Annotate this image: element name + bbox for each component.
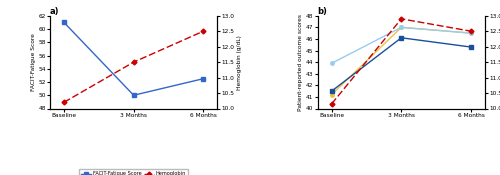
FACIT-Fatigue Score [200,78,206,80]
FACIT-Fatigue Score [61,21,67,23]
Line: Global Health Mental Score: Global Health Mental Score [330,26,473,65]
Hemoglobin [130,61,136,63]
Physical Function Score [328,90,334,92]
Line: FACIT-Fatigue Score: FACIT-Fatigue Score [62,21,205,97]
Physical Function Score [398,37,404,39]
Hemoglobin [328,103,334,105]
Hemoglobin [468,30,474,32]
Global Health Physical Score [398,26,404,28]
Line: Hemoglobin: Hemoglobin [330,17,473,106]
Global Health Mental Score [398,26,404,28]
FACIT-Fatigue Score [130,94,136,96]
Global Health Mental Score [468,32,474,34]
Y-axis label: FACIT-Fatigue Score: FACIT-Fatigue Score [30,33,36,91]
Text: b): b) [318,7,328,16]
Global Health Mental Score [328,62,334,64]
Line: Hemoglobin: Hemoglobin [62,29,205,104]
Y-axis label: Patient-reported outcome scores: Patient-reported outcome scores [298,14,303,111]
Line: Global Health Physical Score: Global Health Physical Score [330,26,473,96]
Global Health Physical Score [328,93,334,96]
Physical Function Score [468,46,474,48]
Text: a): a) [50,7,59,16]
Global Health Physical Score [468,32,474,34]
Legend: FACIT-Fatigue Score, Hemoglobin: FACIT-Fatigue Score, Hemoglobin [79,169,188,175]
Line: Physical Function Score: Physical Function Score [330,36,473,93]
Y-axis label: Hemoglobin (g/dL): Hemoglobin (g/dL) [238,35,242,90]
Hemoglobin [61,101,67,103]
Hemoglobin [398,18,404,20]
Hemoglobin [200,30,206,32]
